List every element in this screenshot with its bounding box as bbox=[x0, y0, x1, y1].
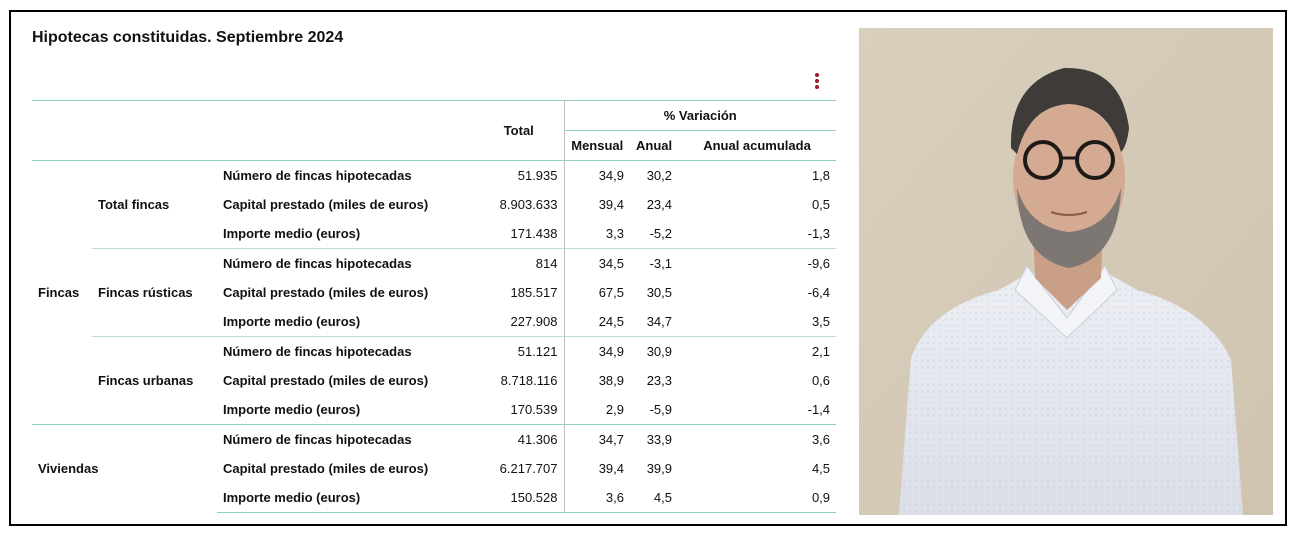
cell-acumulada: 0,5 bbox=[811, 197, 831, 212]
cell-total: 41.306 bbox=[474, 424, 565, 454]
row-label: Número de fincas hipotecadas bbox=[217, 336, 474, 366]
row-label: Importe medio (euros) bbox=[223, 314, 361, 329]
cell-total: 51.935 bbox=[474, 160, 565, 190]
cell-mensual: 34,7 bbox=[564, 424, 630, 454]
cell-acumulada: -9,6 bbox=[678, 248, 837, 278]
table-row: Importe medio (euros) 170.539 2,9 -5,9 -… bbox=[32, 395, 836, 425]
cell-acumulada: 3,5 bbox=[811, 314, 831, 329]
cell-acumulada: -1,4 bbox=[807, 402, 831, 417]
row-label: Número de fincas hipotecadas bbox=[217, 248, 474, 278]
header-variacion: % Variación bbox=[663, 108, 737, 123]
group-viviendas: Viviendas bbox=[32, 424, 217, 513]
row-label: Capital prestado (miles de euros) bbox=[223, 197, 429, 212]
cell-acumulada: 4,5 bbox=[811, 461, 831, 476]
cell-anual: 39,9 bbox=[646, 461, 672, 476]
table-row: Fincas rústicas Número de fincas hipotec… bbox=[32, 248, 837, 337]
cell-acumulada: -6,4 bbox=[807, 285, 831, 300]
row-label: Importe medio (euros) bbox=[223, 402, 361, 417]
cell-mensual: 67,5 bbox=[598, 285, 624, 300]
header-mensual: Mensual bbox=[564, 130, 630, 161]
cell-acumulada: 0,9 bbox=[678, 483, 837, 513]
row-label: Número de fincas hipotecadas bbox=[223, 168, 412, 183]
table-title: Hipotecas constituidas. Septiembre 2024 bbox=[32, 29, 344, 46]
cell-acumulada: -1,3 bbox=[807, 226, 831, 241]
cell-total: 227.908 bbox=[474, 307, 565, 337]
row-label: Capital prestado (miles de euros) bbox=[223, 461, 429, 476]
row-label: Número de fincas hipotecadas bbox=[217, 424, 474, 454]
cell-anual: -5,2 bbox=[649, 226, 672, 241]
table-row: Importe medio (euros) 150.528 3,6 4,5 0,… bbox=[32, 483, 837, 513]
cell-mensual: 34,5 bbox=[564, 248, 630, 278]
cell-mensual: 39,4 bbox=[598, 461, 624, 476]
cell-total: 51.121 bbox=[474, 336, 565, 366]
cell-total: 171.438 bbox=[474, 219, 565, 249]
cell-acumulada: 2,1 bbox=[678, 336, 837, 366]
table-row: Fincas Total fincas Número de fincas hip… bbox=[32, 160, 836, 300]
cell-acumulada: 3,6 bbox=[678, 424, 837, 454]
table-row: Importe medio (euros) 227.908 24,5 34,7 … bbox=[32, 307, 836, 337]
header-anual-acumulada: Anual acumulada bbox=[678, 130, 837, 161]
cell-total: 6.217.707 bbox=[474, 454, 565, 483]
row-label: Capital prestado (miles de euros) bbox=[223, 373, 429, 388]
cell-anual: 33,9 bbox=[630, 424, 678, 454]
cell-anual: 30,5 bbox=[646, 285, 672, 300]
subgroup-total-fincas: Total fincas bbox=[98, 197, 170, 212]
cell-anual: 23,4 bbox=[646, 197, 672, 212]
portrait-photo bbox=[859, 28, 1273, 515]
cell-mensual: 34,9 bbox=[598, 168, 624, 183]
subgroup-fincas-urbanas: Fincas urbanas bbox=[92, 336, 217, 425]
cell-anual: 30,9 bbox=[630, 336, 678, 366]
table-row: Capital prestado (miles de euros) 8.903.… bbox=[32, 190, 836, 219]
cell-total: 170.539 bbox=[474, 395, 565, 425]
cell-anual: 23,3 bbox=[646, 373, 672, 388]
mortgage-table: Total % Variación Mensual Anual Anual ac… bbox=[32, 100, 837, 513]
cell-total: 814 bbox=[474, 248, 565, 278]
cell-anual: 30,2 bbox=[646, 168, 672, 183]
header-anual: Anual bbox=[630, 130, 678, 161]
cell-anual: 4,5 bbox=[630, 483, 678, 513]
cell-acumulada: 0,6 bbox=[811, 373, 831, 388]
row-label: Capital prestado (miles de euros) bbox=[223, 285, 429, 300]
cell-total: 8.903.633 bbox=[474, 190, 565, 219]
table-row: Capital prestado (miles de euros) 6.217.… bbox=[32, 454, 836, 483]
table-row: Capital prestado (miles de euros) 8.718.… bbox=[32, 366, 836, 395]
cell-total: 185.517 bbox=[474, 278, 565, 307]
more-vertical-icon[interactable] bbox=[813, 73, 821, 93]
group-fincas: Fincas bbox=[38, 285, 80, 300]
cell-acumulada: 1,8 bbox=[811, 168, 831, 183]
cell-mensual: 2,9 bbox=[605, 402, 624, 417]
subgroup-fincas-rusticas: Fincas rústicas bbox=[92, 248, 217, 337]
header-total: Total bbox=[474, 100, 565, 161]
table-row: Fincas urbanas Número de fincas hipoteca… bbox=[32, 336, 837, 425]
header-row-top: Total % Variación bbox=[32, 100, 837, 161]
cell-mensual: 3,3 bbox=[605, 226, 624, 241]
table-row: Viviendas Número de fincas hipotecadas 4… bbox=[32, 424, 837, 513]
cell-total: 8.718.116 bbox=[474, 366, 565, 395]
cell-mensual: 39,4 bbox=[598, 197, 624, 212]
cell-mensual: 3,6 bbox=[564, 483, 630, 513]
cell-anual: -3,1 bbox=[630, 248, 678, 278]
cell-mensual: 24,5 bbox=[598, 314, 624, 329]
cell-mensual: 38,9 bbox=[598, 373, 624, 388]
row-label: Importe medio (euros) bbox=[223, 226, 361, 241]
cell-anual: 34,7 bbox=[646, 314, 672, 329]
row-label: Importe medio (euros) bbox=[217, 483, 474, 513]
cell-anual: -5,9 bbox=[649, 402, 672, 417]
table-row: Capital prestado (miles de euros) 185.51… bbox=[32, 278, 836, 307]
cell-mensual: 34,9 bbox=[564, 336, 630, 366]
cell-total: 150.528 bbox=[474, 483, 565, 513]
table-row: Importe medio (euros) 171.438 3,3 -5,2 -… bbox=[32, 219, 836, 249]
